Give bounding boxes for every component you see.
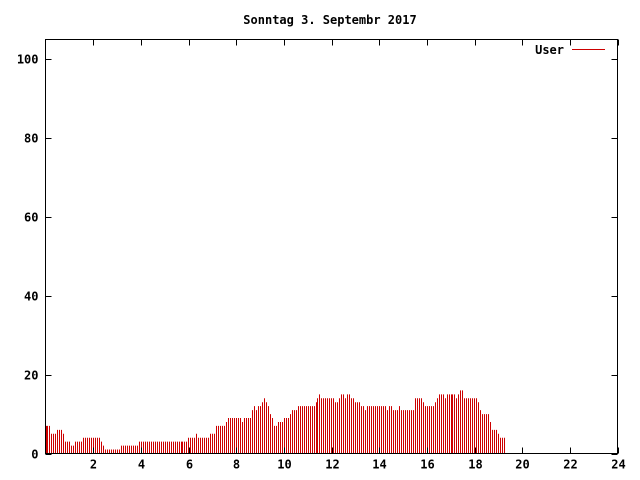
x-tick-label: 20 <box>515 458 529 472</box>
x-axis: 2 4 6 8 10 12 14 16 18 20 22 24 <box>90 39 626 472</box>
bars-layer <box>46 390 505 454</box>
y-tick-label: 40 <box>24 290 38 304</box>
x-tick-label: 4 <box>138 458 145 472</box>
x-tick-label: 16 <box>420 458 434 472</box>
x-tick-label: 22 <box>563 458 577 472</box>
chart-title: Sonntag 3. Septembr 2017 <box>243 13 416 27</box>
legend: User <box>535 43 605 57</box>
legend-label: User <box>535 43 564 57</box>
plot-frame <box>45 39 618 454</box>
x-tick-label: 18 <box>468 458 482 472</box>
x-tick-label: 14 <box>372 458 386 472</box>
x-tick-label: 6 <box>186 458 193 472</box>
y-tick-label: 0 <box>31 448 38 462</box>
x-tick-label: 12 <box>325 458 339 472</box>
y-tick-label: 60 <box>24 211 38 225</box>
x-tick-label: 8 <box>233 458 240 472</box>
x-tick-label: 10 <box>277 458 291 472</box>
y-tick-label: 20 <box>24 369 38 383</box>
x-tick-label: 24 <box>611 458 625 472</box>
y-tick-label: 80 <box>24 132 38 146</box>
y-axis: 0 20 40 60 80 100 <box>17 53 618 462</box>
y-tick-label: 100 <box>17 53 39 67</box>
x-tick-label: 2 <box>90 458 97 472</box>
